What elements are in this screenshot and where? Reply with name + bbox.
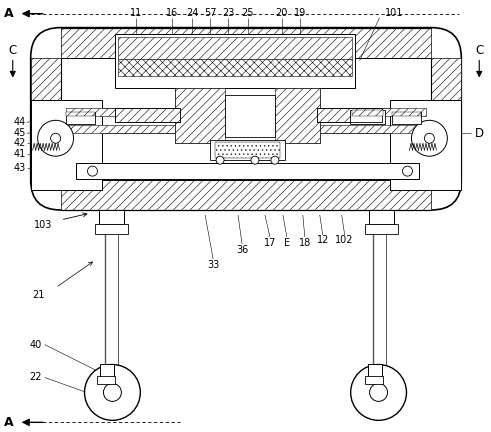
Bar [317,108,382,122]
Text: A: A [4,7,14,20]
Text: 19: 19 [294,8,306,18]
Bar [391,112,421,124]
Bar [391,112,421,116]
Bar [317,108,382,122]
Bar [66,125,426,133]
Bar [115,108,180,122]
Bar [175,89,320,143]
Circle shape [424,133,435,143]
Bar [432,57,462,180]
Bar [76,163,419,179]
Text: 21: 21 [32,290,45,300]
Text: 40: 40 [29,340,42,349]
Circle shape [403,166,412,176]
Circle shape [38,120,74,156]
Circle shape [84,365,140,420]
Bar [95,224,128,234]
Text: 102: 102 [335,235,354,245]
Bar [352,110,382,116]
Text: A: A [4,416,14,429]
Bar [118,58,352,76]
Bar [368,363,382,378]
Text: 43: 43 [13,163,26,173]
Text: 42: 42 [13,138,26,148]
Bar [225,95,275,137]
Text: 25: 25 [242,8,254,18]
Text: C: C [9,44,17,57]
Circle shape [51,133,60,143]
Text: 57: 57 [204,8,217,18]
Text: 41: 41 [13,149,26,159]
Text: 24: 24 [186,8,198,18]
Circle shape [370,384,387,401]
Bar [369,210,393,224]
Text: 101: 101 [385,8,404,18]
Circle shape [216,156,224,164]
Bar [60,28,432,57]
Text: E: E [284,238,290,248]
Bar [101,363,114,378]
Bar [100,210,124,224]
Circle shape [411,120,447,156]
Circle shape [251,156,259,164]
Circle shape [87,166,98,176]
Text: 20: 20 [275,8,288,18]
Text: 22: 22 [29,372,42,382]
Bar [31,57,60,180]
Text: 16: 16 [166,8,178,18]
Bar [66,108,426,133]
Bar [66,112,95,124]
Bar [98,376,115,384]
Bar [118,37,352,58]
Circle shape [104,384,121,401]
Bar [66,112,95,116]
Text: 36: 36 [236,245,248,255]
Bar [175,89,225,143]
Text: 11: 11 [130,8,142,18]
Text: D: D [475,127,484,140]
Circle shape [271,156,279,164]
Bar [115,108,180,122]
Text: 44: 44 [13,118,26,127]
Bar [115,34,355,89]
Bar [31,100,103,190]
Bar [210,140,285,160]
Bar [365,376,382,384]
Bar [389,100,462,190]
Bar [365,224,398,234]
Circle shape [351,365,407,420]
Text: 12: 12 [317,235,329,245]
FancyBboxPatch shape [31,28,462,210]
Text: 23: 23 [222,8,234,18]
Bar [350,110,384,124]
Text: 103: 103 [33,220,52,230]
Text: 18: 18 [299,238,311,248]
Bar [66,108,426,116]
Bar [60,180,432,210]
Text: 45: 45 [13,128,26,138]
Text: 33: 33 [207,260,219,270]
Bar [215,142,280,158]
Text: 17: 17 [264,238,276,248]
Bar [275,89,320,143]
Text: C: C [475,44,483,57]
